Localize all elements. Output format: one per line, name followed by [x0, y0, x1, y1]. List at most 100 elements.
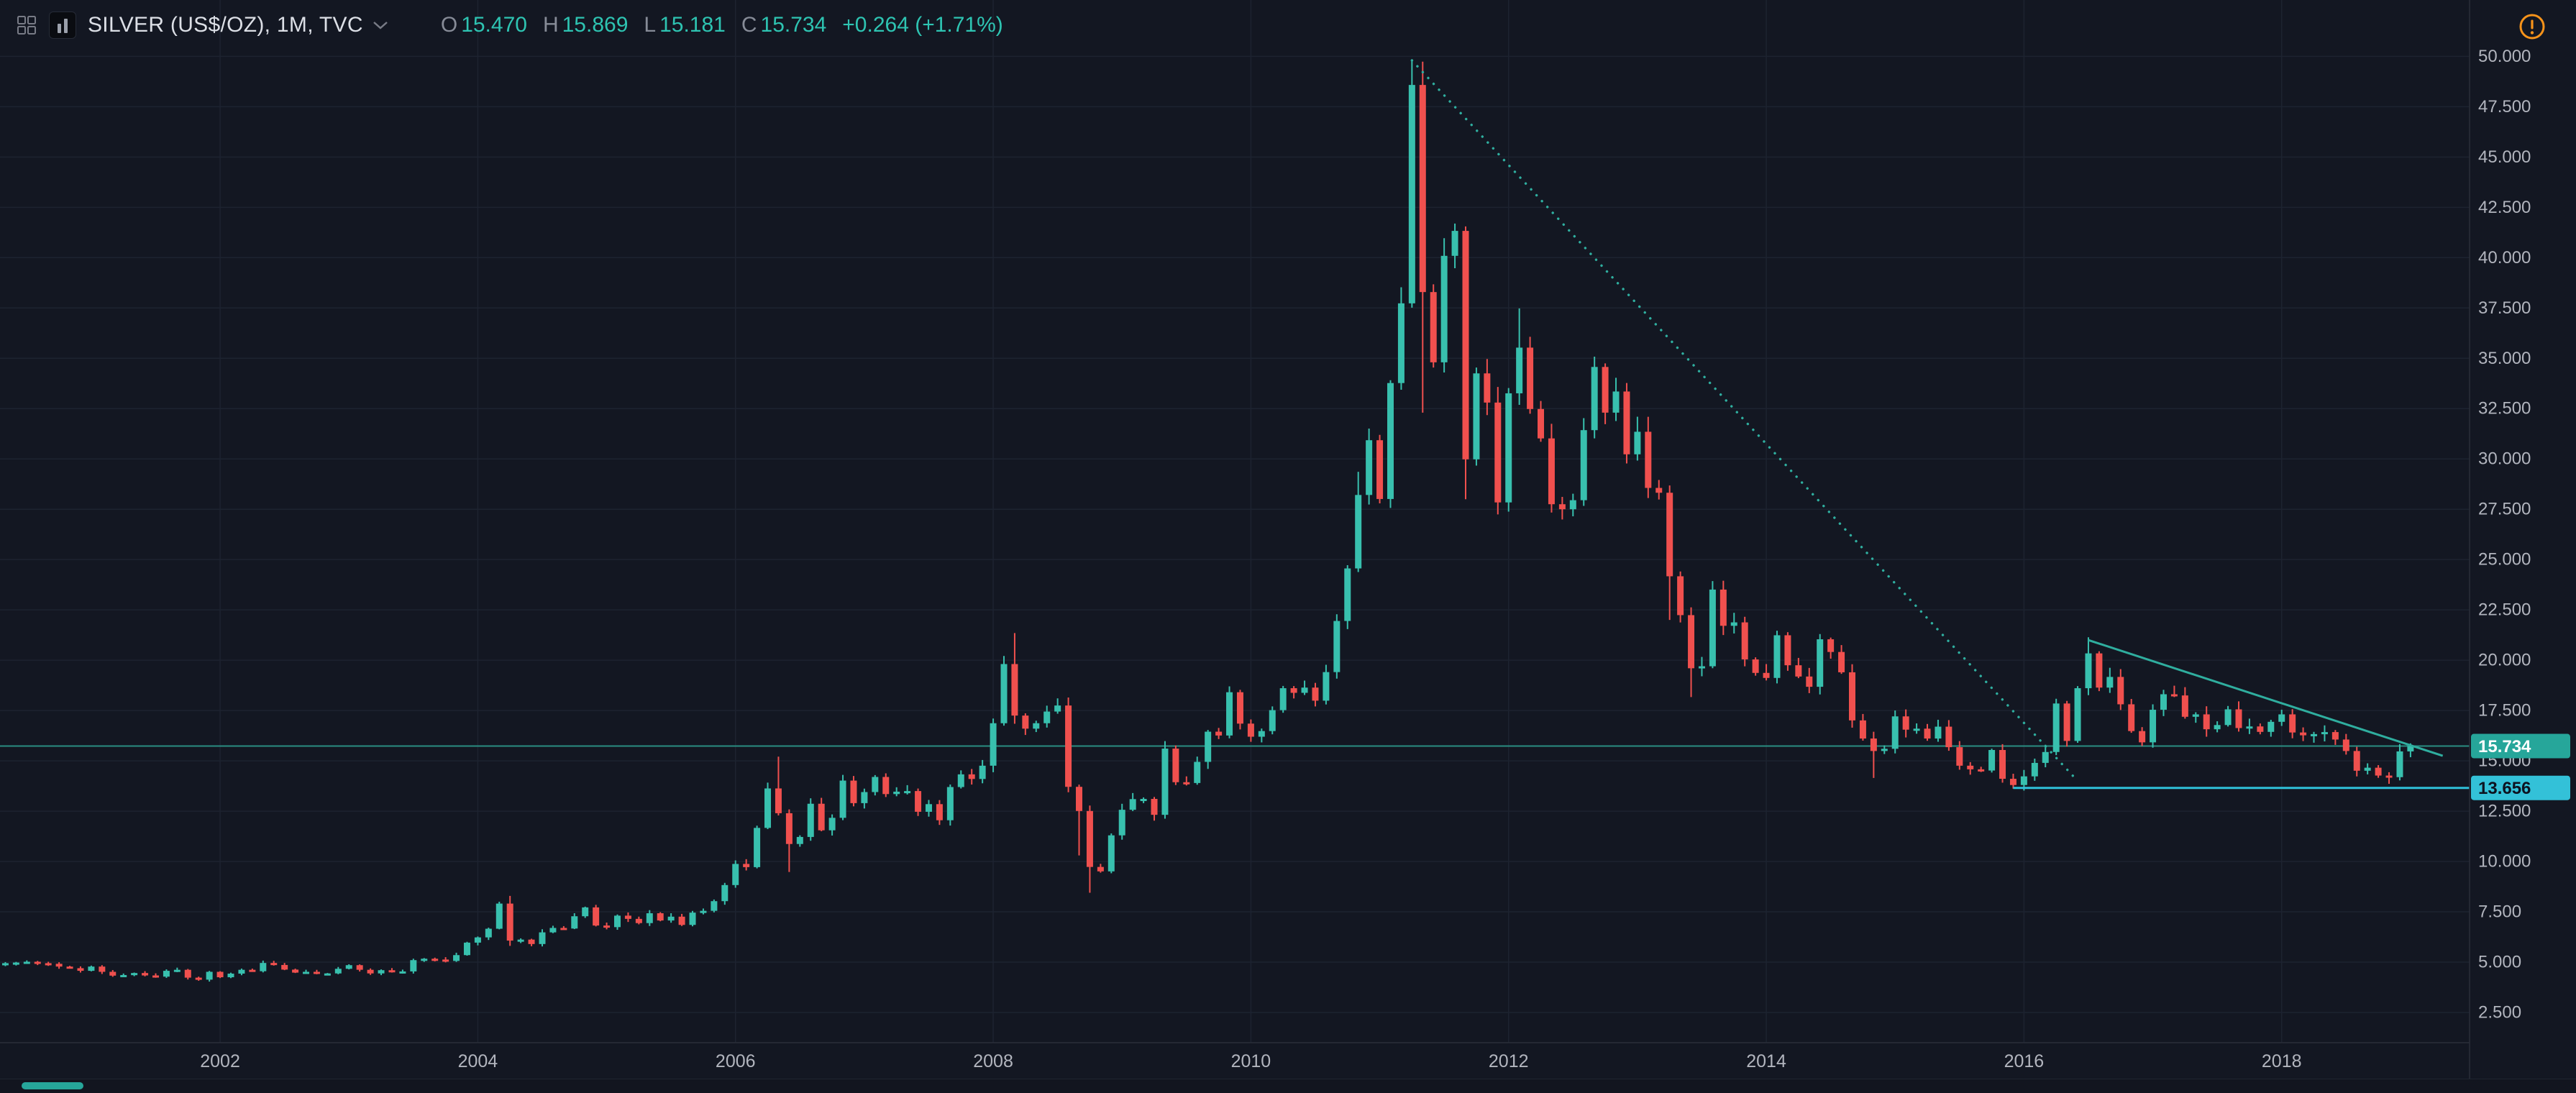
candle-2007-10: [957, 770, 964, 789]
candle-2014-02: [1773, 631, 1781, 684]
candle-2005-02: [614, 914, 621, 930]
symbol-logo-icon: [49, 12, 76, 39]
candle-2011-11: [1484, 359, 1491, 416]
candle-2018-03: [2300, 727, 2307, 741]
open-readout: O 15.470: [441, 13, 527, 37]
candle-2013-11: [1741, 616, 1748, 667]
bottom-accent-tab[interactable]: [22, 1082, 83, 1089]
candle-2012-01: [1505, 388, 1512, 512]
candle-2005-01: [603, 922, 611, 930]
delayed-data-warning-icon[interactable]: [2517, 12, 2547, 45]
candle-2001-12: [206, 971, 213, 982]
candle-2017-06: [2203, 706, 2210, 737]
candle-2013-06: [1688, 607, 1695, 698]
candle-2016-12: [2139, 727, 2146, 746]
candle-2006-03: [754, 826, 761, 869]
candle-2011-06: [1430, 284, 1437, 368]
candle-2015-04: [1924, 723, 1931, 741]
descending-trendline[interactable]: [2088, 639, 2444, 757]
price-axis[interactable]: 50.000 47.500 45.000 42.500 40.000 37.500 35.0…: [2469, 0, 2576, 1079]
price-tick-label: 22.500: [2478, 600, 2531, 620]
candle-2014-11: [1870, 731, 1877, 778]
candle-2017-02: [2160, 690, 2167, 716]
candle-2001-02: [99, 965, 106, 974]
candle-2013-04: [1666, 485, 1673, 621]
candle-2000-09: [45, 961, 52, 966]
candle-2002-12: [334, 966, 342, 974]
candle-2007-03: [882, 773, 890, 797]
candle-2009-04: [1151, 797, 1158, 821]
chevron-down-icon[interactable]: [372, 19, 389, 31]
candle-2006-01: [732, 860, 739, 888]
candle-2015-11: [1999, 744, 2006, 783]
candle-2007-09: [946, 784, 954, 826]
candle-2012-03: [1527, 337, 1534, 414]
candle-2003-10: [442, 957, 449, 963]
candle-2006-02: [743, 859, 750, 871]
candle-2011-03: [1397, 287, 1405, 390]
candle-2002-06: [270, 961, 278, 966]
candle-2018-07: [2342, 733, 2349, 755]
candle-2016-08: [2096, 651, 2103, 692]
candle-2001-09: [173, 967, 181, 972]
candle-2004-04: [506, 895, 513, 946]
price-tick-label: 42.500: [2478, 198, 2531, 217]
candle-2006-11: [839, 774, 846, 820]
candle-2001-01: [88, 965, 95, 971]
candle-2018-12: [2396, 744, 2403, 781]
price-tick-label: 12.500: [2478, 802, 2531, 821]
candle-2007-06: [915, 788, 922, 816]
candle-2015-01: [1891, 710, 1899, 754]
candles-series[interactable]: [1, 60, 2414, 982]
candle-2018-09: [2364, 763, 2371, 774]
time-tick-label: 2014: [1746, 1051, 1786, 1071]
price-tick-label: 30.000: [2478, 449, 2531, 469]
candle-2002-11: [324, 973, 331, 976]
candle-2013-10: [1730, 613, 1737, 634]
symbol-title[interactable]: SILVER (US$/OZ), 1M, TVC: [88, 13, 363, 37]
candle-2012-10: [1602, 363, 1609, 424]
candle-2010-02: [1258, 728, 1265, 743]
candle-2008-09: [1076, 785, 1083, 856]
price-tick-label: 35.000: [2478, 349, 2531, 368]
candle-2002-03: [238, 968, 245, 976]
low-label: L: [644, 13, 657, 37]
candle-2015-08: [1967, 762, 1974, 775]
candle-2007-04: [893, 787, 900, 797]
candle-2009-11: [1226, 686, 1233, 738]
candle-2015-07: [1956, 741, 1963, 770]
candle-2011-08: [1451, 223, 1458, 269]
time-axis[interactable]: 2002 2004 2006 2008 2010 2012 2014 2016 2018: [0, 1042, 2576, 1079]
candle-2008-03: [1011, 633, 1018, 724]
candle-2008-11: [1097, 864, 1104, 873]
price-tick-label: 37.500: [2478, 298, 2531, 318]
candle-2008-06: [1043, 705, 1051, 728]
candle-2006-04: [764, 782, 772, 829]
candle-2000-12: [77, 966, 84, 973]
candle-2012-05: [1548, 424, 1555, 513]
candle-2003-04: [378, 969, 385, 976]
candle-2013-07: [1698, 657, 1705, 677]
time-tick-label: 2012: [1489, 1051, 1529, 1071]
svg-text:13.656: 13.656: [2478, 779, 2531, 798]
candle-2000-05: [1, 961, 9, 966]
candle-2018-04: [2311, 731, 2318, 743]
candle-2015-06: [1945, 720, 1952, 751]
candle-2008-01: [990, 718, 997, 772]
candle-2014-07: [1827, 637, 1835, 659]
candle-2016-02: [2031, 758, 2038, 781]
candle-2011-04: [1408, 60, 1415, 308]
candle-2017-09: [2235, 701, 2242, 732]
price-tick-label: 50.000: [2478, 47, 2531, 66]
candle-2013-03: [1655, 480, 1663, 500]
candle-2008-05: [1033, 721, 1040, 733]
candle-2013-01: [1634, 416, 1641, 461]
layout-grid-icon[interactable]: [16, 14, 37, 36]
candle-2005-10: [700, 908, 707, 915]
candle-2017-01: [2150, 704, 2157, 748]
candle-2010-01: [1247, 719, 1254, 742]
candle-2006-10: [828, 814, 836, 836]
